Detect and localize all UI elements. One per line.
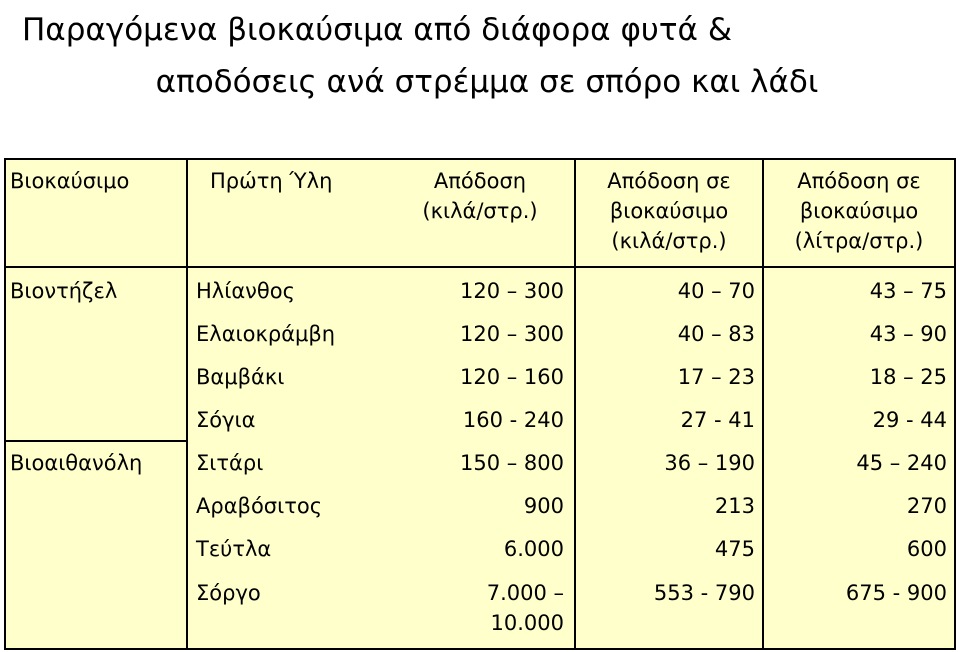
row-feedstock: Τεύτλα (196, 537, 272, 561)
row-yield: 6.000 (503, 537, 564, 561)
row-feedstock: Σόγια (196, 408, 256, 432)
page-title: Παραγόμενα βιοκαύσιμα από διάφορα φυτά &… (22, 4, 952, 108)
row-yield: 120 – 300 (459, 279, 564, 303)
row-yield: 120 – 160 (459, 365, 564, 389)
row-yield: 900 (523, 494, 564, 518)
header-biofuel: Βιοκαύσιμο (10, 169, 130, 193)
header-yield-lt: Απόδοση σε βιοκαύσιμο (λίτρα/στρ.) (766, 166, 952, 256)
row-yield-kg: 40 – 70 (677, 279, 755, 303)
row-yield-kg: 553 - 790 (653, 581, 755, 605)
group-bioethanol: Βιοαιθανόλη (10, 451, 143, 475)
row-feedstock: Ελαιοκράμβη (196, 322, 336, 346)
row-yield-lt: 43 – 90 (869, 322, 947, 346)
header-yield-line2: (κιλά/στρ.) (422, 199, 538, 223)
header-yield-lt-line3: (λίτρα/στρ.) (794, 229, 924, 253)
title-line-2: αποδόσεις ανά στρέμμα σε σπόρο και λάδι (155, 64, 819, 100)
biofuel-table (4, 158, 956, 650)
header-yield-kg-line3: (κιλά/στρ.) (611, 229, 727, 253)
row-feedstock: Σόργο (196, 581, 261, 605)
row-feedstock: Σιτάρι (196, 451, 264, 475)
row-yield-lt: 43 – 75 (869, 279, 947, 303)
col-divider-2 (574, 158, 576, 650)
row-yield-line1: 7.000 – (486, 581, 564, 605)
row-yield-kg: 213 (714, 494, 755, 518)
header-yield: Απόδοση (κιλά/στρ.) (400, 166, 560, 226)
row-yield-line2: 10.000 (490, 611, 564, 635)
header-yield-line1: Απόδοση (433, 169, 527, 193)
header-feedstock: Πρώτη Ύλη (210, 169, 333, 193)
row-yield-kg: 475 (714, 537, 755, 561)
group-divider (4, 440, 188, 442)
row-yield-kg: 40 – 83 (677, 322, 755, 346)
row-yield-lt: 18 – 25 (869, 365, 947, 389)
row-feedstock: Αραβόσιτος (196, 494, 323, 518)
col-divider-3 (762, 158, 764, 650)
row-yield-lt: 270 (906, 494, 947, 518)
header-yield-lt-line2: βιοκαύσιμο (799, 199, 919, 223)
header-divider (4, 266, 956, 268)
row-yield: 160 - 240 (462, 408, 564, 432)
row-feedstock: Βαμβάκι (196, 365, 285, 389)
header-yield-kg-line1: Απόδοση σε (607, 169, 731, 193)
title-line-1: Παραγόμενα βιοκαύσιμα από διάφορα φυτά & (22, 12, 732, 48)
row-yield-kg: 17 – 23 (677, 365, 755, 389)
row-yield: 7.000 – 10.000 (400, 578, 564, 638)
row-yield: 120 – 300 (459, 322, 564, 346)
group-biodiesel: Βιοντήζελ (10, 279, 118, 303)
row-yield-lt: 29 - 44 (872, 408, 947, 432)
row-feedstock: Ηλίανθος (196, 279, 295, 303)
header-yield-kg: Απόδοση σε βιοκαύσιμο (κιλά/στρ.) (578, 166, 760, 256)
header-yield-kg-line2: βιοκαύσιμο (609, 199, 729, 223)
row-yield-lt: 675 - 900 (845, 581, 947, 605)
row-yield-lt: 600 (906, 537, 947, 561)
row-yield: 150 – 800 (459, 451, 564, 475)
row-yield-lt: 45 – 240 (856, 451, 947, 475)
row-yield-kg: 36 – 190 (664, 451, 755, 475)
header-yield-lt-line1: Απόδοση σε (797, 169, 921, 193)
row-yield-kg: 27 - 41 (680, 408, 755, 432)
col-divider-1 (186, 158, 188, 650)
